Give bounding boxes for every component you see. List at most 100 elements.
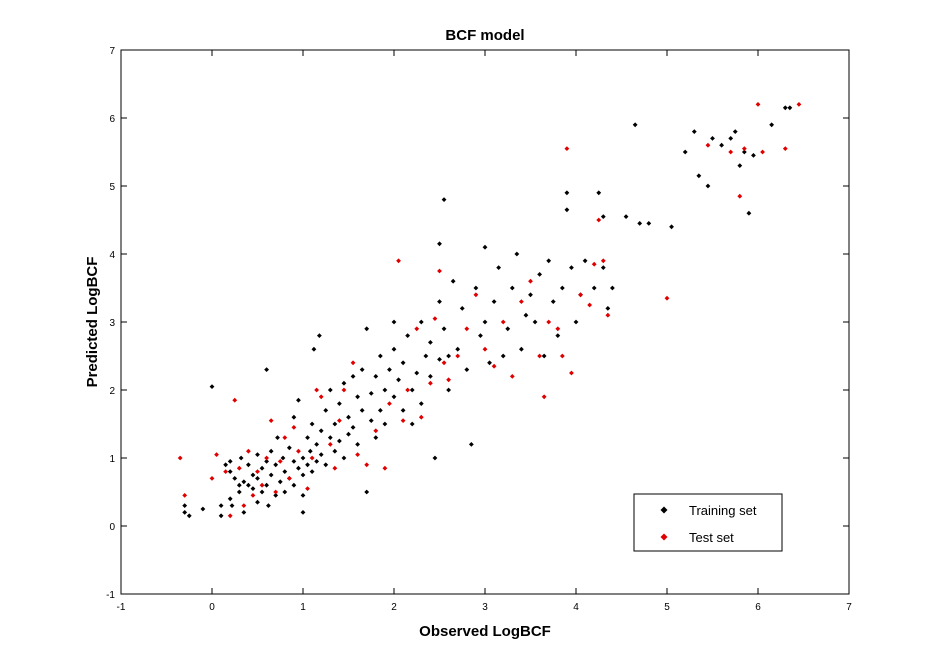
training-point <box>300 472 306 478</box>
test-point <box>705 142 711 148</box>
test-point <box>332 465 338 471</box>
training-point <box>332 421 338 427</box>
test-point <box>209 476 215 481</box>
training-point <box>350 374 356 379</box>
training-point <box>478 333 483 338</box>
training-point <box>238 455 244 461</box>
training-point <box>305 435 310 440</box>
training-point <box>437 299 442 304</box>
test-point <box>418 414 424 420</box>
test-set-series <box>177 102 802 519</box>
training-point <box>316 333 322 338</box>
test-point <box>537 353 542 359</box>
training-point <box>746 210 752 216</box>
training-point <box>382 421 388 427</box>
training-point <box>418 319 424 325</box>
training-point <box>559 285 565 291</box>
training-point <box>769 122 775 128</box>
test-point <box>664 295 670 301</box>
test-point <box>182 493 188 498</box>
training-point <box>341 380 347 386</box>
training-point <box>305 462 310 468</box>
test-point <box>405 387 411 393</box>
training-point <box>318 452 324 457</box>
training-point <box>423 353 429 359</box>
training-point <box>487 360 492 366</box>
training-point <box>610 285 615 291</box>
test-point <box>755 102 761 107</box>
test-point <box>737 193 743 199</box>
chart-title: BCF model <box>445 27 524 44</box>
training-point <box>236 482 242 488</box>
training-point <box>564 190 570 196</box>
y-tick-label: 1 <box>109 454 115 465</box>
training-point <box>273 493 279 498</box>
training-point <box>332 448 338 454</box>
training-point <box>728 136 734 141</box>
training-point <box>280 455 286 461</box>
test-point <box>455 353 461 359</box>
training-point <box>259 465 265 471</box>
training-point <box>582 258 588 264</box>
training-point <box>669 224 674 230</box>
test-point <box>414 326 420 332</box>
training-point <box>505 326 511 332</box>
training-point <box>268 472 274 478</box>
training-point <box>373 435 379 440</box>
training-point <box>314 459 320 464</box>
legend-box <box>633 493 783 552</box>
training-point <box>523 312 529 318</box>
test-point <box>728 149 734 155</box>
training-point <box>273 462 279 468</box>
y-tick-label: 3 <box>109 318 115 329</box>
training-point <box>373 374 379 379</box>
training-point <box>318 428 324 434</box>
test-point <box>250 493 256 498</box>
training-point <box>637 221 643 226</box>
training-point <box>337 401 342 406</box>
test-point <box>277 459 283 464</box>
training-point <box>596 190 602 196</box>
training-point <box>732 129 738 134</box>
training-point <box>464 367 470 372</box>
training-point <box>291 482 297 488</box>
training-point <box>605 306 611 311</box>
test-point <box>318 394 324 400</box>
training-point <box>309 469 315 474</box>
training-point <box>346 431 351 437</box>
test-point <box>177 455 183 461</box>
training-point <box>541 353 547 359</box>
test-point <box>741 146 747 151</box>
training-point <box>405 333 411 338</box>
test-point <box>282 435 288 440</box>
test-point <box>355 452 360 457</box>
training-point <box>307 448 313 454</box>
training-point <box>432 455 438 461</box>
x-tick-label: -1 <box>117 602 126 613</box>
test-point <box>400 418 406 423</box>
test-point <box>569 370 574 376</box>
training-point <box>528 292 533 298</box>
training-point <box>682 149 688 155</box>
training-point <box>400 408 406 413</box>
test-point <box>259 482 265 488</box>
test-point <box>519 299 524 304</box>
training-point <box>482 244 488 250</box>
training-point <box>591 285 597 291</box>
training-point <box>446 353 451 359</box>
test-point <box>796 102 802 107</box>
training-point <box>182 503 188 508</box>
training-point <box>296 465 301 471</box>
training-point <box>227 496 233 502</box>
training-point <box>409 421 415 427</box>
test-point <box>591 261 597 267</box>
x-tick-label: 3 <box>482 602 488 613</box>
training-point <box>291 414 297 420</box>
test-point <box>578 292 583 298</box>
training-point <box>623 214 629 219</box>
x-tick-label: 5 <box>664 602 670 613</box>
test-point <box>500 319 506 325</box>
test-point <box>432 316 438 321</box>
training-point <box>441 326 447 332</box>
training-point <box>255 476 260 481</box>
